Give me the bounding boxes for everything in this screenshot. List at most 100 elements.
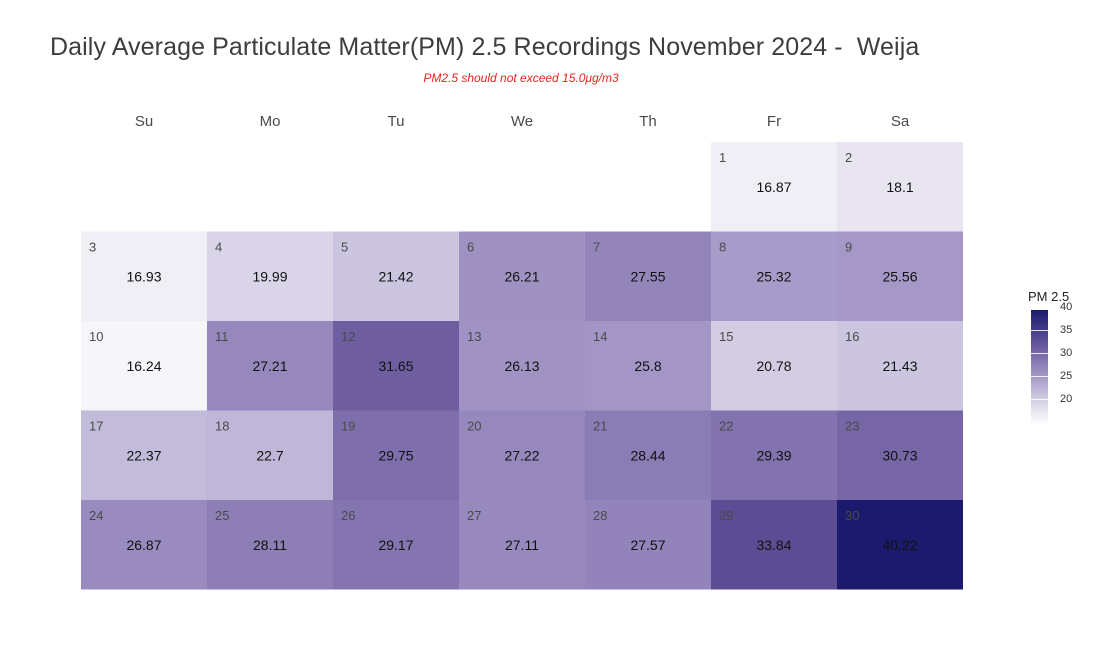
weekday-label: Th <box>639 113 657 130</box>
day-number-label: 27 <box>467 508 481 523</box>
day-number-label: 5 <box>341 240 348 255</box>
day-number-label: 9 <box>845 240 852 255</box>
legend-tick-mark <box>1031 330 1048 331</box>
day-number-label: 25 <box>215 508 229 523</box>
day-cell <box>585 500 711 590</box>
day-cell <box>333 410 459 500</box>
day-number-label: 23 <box>845 419 859 434</box>
day-number-label: 2 <box>845 150 852 165</box>
weekday-label: Tu <box>388 113 405 130</box>
day-cell <box>837 410 963 500</box>
pm25-value-label: 22.37 <box>126 447 161 463</box>
day-cell <box>459 500 585 590</box>
pm25-value-label: 25.56 <box>882 268 917 284</box>
pm25-value-label: 22.7 <box>256 447 283 463</box>
legend-tick-label: 30 <box>1060 347 1073 359</box>
day-number-label: 24 <box>89 508 103 523</box>
day-number-label: 16 <box>845 329 859 344</box>
day-cell <box>585 231 711 321</box>
day-number-label: 26 <box>341 508 355 523</box>
day-cell <box>459 410 585 500</box>
day-cell <box>207 231 333 321</box>
day-cell <box>207 321 333 411</box>
day-number-label: 7 <box>593 240 600 255</box>
pm25-value-label: 29.17 <box>378 537 413 553</box>
day-number-label: 30 <box>845 508 859 523</box>
day-number-label: 6 <box>467 240 474 255</box>
day-cell <box>333 500 459 590</box>
chart-subtitle: PM2.5 should not exceed 15.0μg/m3 <box>423 71 619 85</box>
day-cell <box>837 231 963 321</box>
pm25-value-label: 20.78 <box>756 358 791 374</box>
day-cell <box>585 321 711 411</box>
day-cell <box>333 231 459 321</box>
pm25-value-label: 16.93 <box>126 268 161 284</box>
day-number-label: 11 <box>215 329 229 344</box>
day-number-label: 18 <box>215 419 229 434</box>
legend-tick-label: 25 <box>1060 370 1073 382</box>
day-cell <box>711 500 837 590</box>
pm25-value-label: 19.99 <box>252 268 287 284</box>
day-number-label: 13 <box>467 329 481 344</box>
day-number-label: 29 <box>719 508 733 523</box>
weekday-label: Su <box>135 113 153 130</box>
day-cell <box>711 410 837 500</box>
day-number-label: 21 <box>593 419 607 434</box>
pm25-value-label: 27.22 <box>504 447 539 463</box>
pm25-value-label: 21.43 <box>882 358 917 374</box>
day-number-label: 4 <box>215 240 222 255</box>
legend-title: PM 2.5 <box>1028 289 1070 304</box>
day-cell <box>585 410 711 500</box>
pm25-value-label: 26.87 <box>126 537 161 553</box>
day-cell <box>837 321 963 411</box>
day-number-label: 19 <box>341 419 355 434</box>
pm25-value-label: 40.22 <box>882 537 917 553</box>
day-number-label: 28 <box>593 508 607 523</box>
legend-tick-label: 40 <box>1060 301 1073 313</box>
pm25-value-label: 29.75 <box>378 447 413 463</box>
day-number-label: 8 <box>719 240 726 255</box>
legend-colorbar <box>1031 310 1048 425</box>
legend-tick-label: 20 <box>1060 393 1073 405</box>
day-number-label: 1 <box>719 150 726 165</box>
legend-tick-mark <box>1031 353 1048 354</box>
day-number-label: 10 <box>89 329 103 344</box>
pm25-value-label: 28.44 <box>630 447 665 463</box>
pm25-value-label: 26.13 <box>504 358 539 374</box>
pm25-value-label: 27.11 <box>505 537 539 553</box>
day-cell <box>333 321 459 411</box>
pm25-value-label: 26.21 <box>504 268 539 284</box>
day-cell <box>207 410 333 500</box>
day-number-label: 22 <box>719 419 733 434</box>
pm25-value-label: 31.65 <box>378 358 413 374</box>
pm25-value-label: 16.87 <box>756 179 791 195</box>
chart-title: Daily Average Particulate Matter(PM) 2.5… <box>50 33 920 61</box>
day-cell <box>837 500 963 590</box>
legend-tick-mark <box>1031 376 1048 377</box>
day-cell <box>81 231 207 321</box>
day-cell <box>711 321 837 411</box>
day-number-label: 15 <box>719 329 733 344</box>
day-cell <box>459 231 585 321</box>
pm25-value-label: 27.57 <box>630 537 665 553</box>
day-cell <box>459 321 585 411</box>
day-cell <box>81 410 207 500</box>
day-number-label: 12 <box>341 329 355 344</box>
pm25-value-label: 21.42 <box>378 268 413 284</box>
pm25-value-label: 25.32 <box>756 268 791 284</box>
weekday-label: Fr <box>767 113 781 130</box>
weekday-label: Sa <box>891 113 910 130</box>
pm25-value-label: 16.24 <box>126 358 161 374</box>
day-number-label: 17 <box>89 419 103 434</box>
pm25-value-label: 25.8 <box>634 358 661 374</box>
legend-tick-mark <box>1031 399 1048 400</box>
legend-tick-label: 35 <box>1060 324 1073 336</box>
weekday-label: We <box>511 113 533 130</box>
pm25-value-label: 29.39 <box>756 447 791 463</box>
day-cell <box>711 142 837 232</box>
day-cell <box>711 231 837 321</box>
legend-tick-mark <box>1031 307 1048 308</box>
weekday-label: Mo <box>260 113 281 130</box>
day-number-label: 14 <box>593 329 607 344</box>
